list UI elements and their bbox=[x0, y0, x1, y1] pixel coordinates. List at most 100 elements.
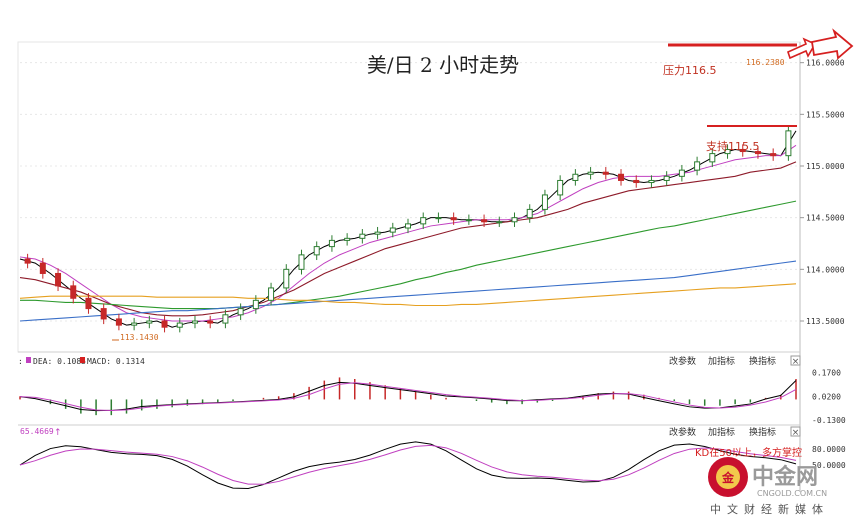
candle-body bbox=[207, 320, 214, 324]
arrow-icon bbox=[787, 28, 854, 60]
macd-histogram bbox=[19, 377, 797, 416]
candle-body bbox=[694, 161, 701, 171]
kd-close-icon[interactable]: × bbox=[792, 428, 800, 438]
macd-btn-switch[interactable]: 换指标 bbox=[749, 355, 776, 367]
candle-body bbox=[678, 169, 685, 177]
candle-body bbox=[85, 297, 92, 310]
candle-body bbox=[344, 237, 351, 241]
kd-close-button[interactable] bbox=[790, 426, 801, 437]
candle-body bbox=[663, 175, 670, 181]
candle-body bbox=[450, 217, 457, 221]
candle-body bbox=[465, 219, 472, 222]
candle-body bbox=[739, 148, 746, 153]
price-tick-label: 115.5000 bbox=[806, 110, 845, 119]
candle-body bbox=[100, 308, 107, 320]
candle-body bbox=[146, 320, 153, 324]
candle-body bbox=[496, 221, 503, 224]
candlesticks bbox=[24, 125, 792, 333]
price-series-line bbox=[19, 283, 797, 307]
candle-body bbox=[754, 151, 761, 155]
candle-body bbox=[55, 272, 62, 287]
support-label: 支持115.5 bbox=[706, 139, 760, 153]
candle-body bbox=[359, 233, 366, 239]
cngold-watermark: 金 中金网 CNGOLD.COM.CN 中文财经新媒体 bbox=[708, 457, 829, 516]
dea-value: DEA: 0.1085 bbox=[33, 357, 86, 366]
candle-body bbox=[24, 258, 31, 264]
cngold-tagline: 中文财经新媒体 bbox=[710, 502, 829, 516]
macd-close-icon[interactable]: × bbox=[792, 357, 800, 367]
kd-btn-params[interactable]: 改参数 bbox=[669, 426, 696, 438]
macd-value: MACD: 0.1314 bbox=[87, 357, 145, 366]
candle-body bbox=[161, 320, 168, 328]
macd-btn-add[interactable]: 加指标 bbox=[708, 355, 735, 367]
kd-value: 65.4669 bbox=[20, 427, 54, 436]
candle-body bbox=[724, 148, 731, 155]
cngold-domain: CNGOLD.COM.CN bbox=[757, 489, 827, 498]
kd-lines bbox=[19, 441, 797, 490]
price-panel bbox=[17, 41, 801, 353]
kd-annotation: KD在50以上，多方掌控 bbox=[695, 446, 802, 459]
candle-body bbox=[557, 179, 564, 196]
candle-body bbox=[405, 223, 411, 229]
candle-body bbox=[39, 262, 46, 274]
candle-body bbox=[283, 268, 290, 289]
cngold-brand: 中金网 bbox=[752, 464, 818, 490]
dea-swatch bbox=[26, 357, 31, 363]
macd-close-button[interactable] bbox=[790, 355, 801, 366]
candle-body bbox=[770, 153, 777, 157]
price-tick-label: 114.0000 bbox=[806, 265, 845, 274]
candle-body bbox=[313, 246, 320, 256]
candle-body bbox=[785, 130, 792, 157]
candle-body bbox=[526, 208, 533, 219]
kd-tick-label: 50.0000 bbox=[812, 461, 846, 470]
candle-body bbox=[481, 219, 488, 223]
price-series-line bbox=[20, 200, 797, 310]
candle-body bbox=[389, 227, 396, 233]
macd-swatch bbox=[80, 357, 85, 363]
candle-body bbox=[420, 217, 427, 225]
kd-btn-switch[interactable]: 换指标 bbox=[749, 426, 776, 438]
price-tick-label: 115.0000 bbox=[806, 162, 845, 171]
candle-body bbox=[709, 153, 716, 163]
candle-body bbox=[374, 231, 381, 235]
candle-body bbox=[191, 320, 198, 324]
candle-body bbox=[587, 171, 594, 175]
kd-up-arrow-icon: ↑ bbox=[54, 428, 62, 438]
macd-header-prefix: : bbox=[18, 357, 23, 366]
macd-lines bbox=[19, 380, 797, 412]
candle-body bbox=[541, 194, 548, 210]
cngold-logo-text: 金 bbox=[721, 470, 735, 485]
candle-body bbox=[298, 254, 305, 270]
candle-body bbox=[131, 322, 138, 326]
candle-body bbox=[268, 287, 275, 301]
high-price-label: 116.2380 bbox=[746, 58, 785, 67]
kd-tick-labels: 80.0000 50.0000 bbox=[812, 445, 846, 470]
macd-line bbox=[19, 382, 797, 412]
kd-line bbox=[19, 444, 797, 485]
low-price-label: 113.1430 bbox=[120, 333, 159, 342]
candle-body bbox=[572, 173, 579, 181]
kd-btn-add[interactable]: 加指标 bbox=[708, 426, 735, 438]
price-tick-label: 116.0000 bbox=[806, 59, 845, 68]
candle-body bbox=[70, 285, 77, 299]
candle-body bbox=[328, 239, 335, 248]
resistance-label: 压力116.5 bbox=[663, 64, 717, 77]
candle-body bbox=[237, 308, 244, 316]
macd-tick-label: 0.0200 bbox=[812, 392, 841, 401]
candle-body bbox=[602, 171, 609, 175]
macd-line bbox=[19, 380, 797, 412]
candle-body bbox=[511, 217, 518, 223]
macd-btn-params[interactable]: 改参数 bbox=[669, 355, 696, 367]
candle-body bbox=[618, 173, 625, 181]
chart-title: 美/日 2 小时走势 bbox=[367, 53, 519, 77]
price-tick-labels: 116.0000 115.5000 115.0000 114.5000 114.0000… bbox=[806, 59, 845, 326]
candle-body bbox=[115, 318, 122, 326]
price-tick-label: 113.5000 bbox=[806, 317, 845, 326]
candle-body bbox=[222, 314, 229, 324]
candle-body bbox=[435, 217, 442, 220]
cngold-logo-inner bbox=[716, 465, 740, 489]
macd-tick-label: 0.1700 bbox=[812, 369, 841, 378]
candle-body bbox=[633, 179, 640, 184]
candle-body bbox=[176, 322, 183, 328]
